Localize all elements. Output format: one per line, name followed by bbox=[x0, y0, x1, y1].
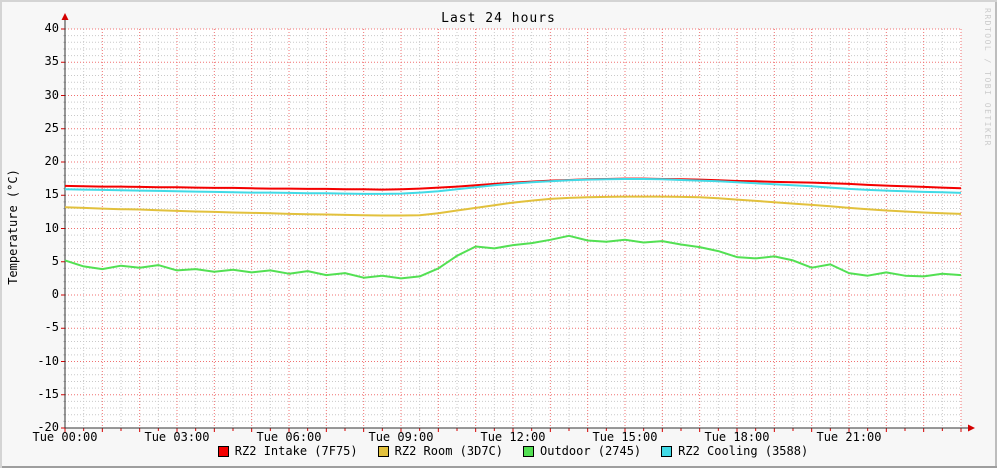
rrdtool-watermark: RRDTOOL / TOBI OETIKER bbox=[983, 8, 992, 147]
x-tick-label-tue-18-00: Tue 18:00 bbox=[704, 430, 770, 444]
series-line-outdoor-2745 bbox=[64, 234, 962, 280]
y-tick-label-20: 20 bbox=[44, 154, 59, 168]
y-tick-label-0: 0 bbox=[51, 287, 59, 301]
y-tick-label-30: 30 bbox=[44, 87, 59, 102]
legend-item-rz2-cooling-3588: RZ2 Cooling (3588) bbox=[661, 444, 808, 458]
y-tick-label-35: 35 bbox=[44, 54, 59, 69]
x-tick-label-tue-09-00: Tue 09:00 bbox=[368, 430, 434, 444]
legend-label: RZ2 Room (3D7C) bbox=[394, 444, 503, 458]
legend-swatch-icon bbox=[523, 445, 534, 457]
legend-item-rz2-intake-7f75: RZ2 Intake (7F75) bbox=[217, 444, 358, 458]
legend-item-rz2-room-3d7c: RZ2 Room (3D7C) bbox=[377, 444, 503, 458]
axes bbox=[61, 13, 975, 432]
y-tick-label-10: 10 bbox=[44, 220, 59, 235]
x-tick-label-tue-12-00: Tue 12:00 bbox=[480, 430, 546, 444]
y-tick-label-5: 5 bbox=[51, 253, 59, 268]
chart-title: Last 24 hours bbox=[441, 11, 556, 26]
legend-label: RZ2 Cooling (3588) bbox=[678, 444, 809, 458]
x-tick-label-tue-21-00: Tue 21:00 bbox=[816, 430, 882, 444]
y-axis-arrow-icon bbox=[61, 13, 69, 20]
y-tick-label--15: -15 bbox=[37, 386, 59, 401]
legend-label: Outdoor (2745) bbox=[540, 444, 642, 458]
legend-swatch-icon bbox=[217, 445, 229, 457]
x-tick-label-tue-03-00: Tue 03:00 bbox=[144, 430, 210, 444]
x-tick-label-tue-15-00: Tue 15:00 bbox=[592, 430, 658, 444]
series-line-rz2-cooling-3588 bbox=[64, 178, 962, 195]
y-tick-label-25: 25 bbox=[44, 120, 59, 135]
y-tick-label-15: 15 bbox=[44, 187, 59, 202]
x-axis-arrow-icon bbox=[968, 424, 975, 432]
legend: RZ2 Intake (7F75) RZ2 Room (3D7C) Outdoor … bbox=[65, 444, 961, 458]
grid bbox=[65, 28, 962, 429]
x-tick-label-tue-06-00: Tue 06:00 bbox=[256, 430, 322, 444]
legend-swatch-icon bbox=[661, 445, 673, 457]
y-tick-label-40: 40 bbox=[44, 21, 59, 35]
legend-label: RZ2 Intake (7F75) bbox=[234, 444, 358, 458]
legend-item-outdoor-2745: Outdoor (2745) bbox=[523, 444, 641, 458]
x-tick-label-tue-00-00: Tue 00:00 bbox=[32, 430, 98, 444]
y-tick-label--10: -10 bbox=[37, 353, 59, 368]
y-tick-label--5: -5 bbox=[44, 320, 59, 335]
y-tick-label--20: -20 bbox=[37, 420, 59, 434]
series-line-rz2-room-3d7c bbox=[64, 195, 962, 217]
legend-swatch-icon bbox=[377, 445, 389, 457]
